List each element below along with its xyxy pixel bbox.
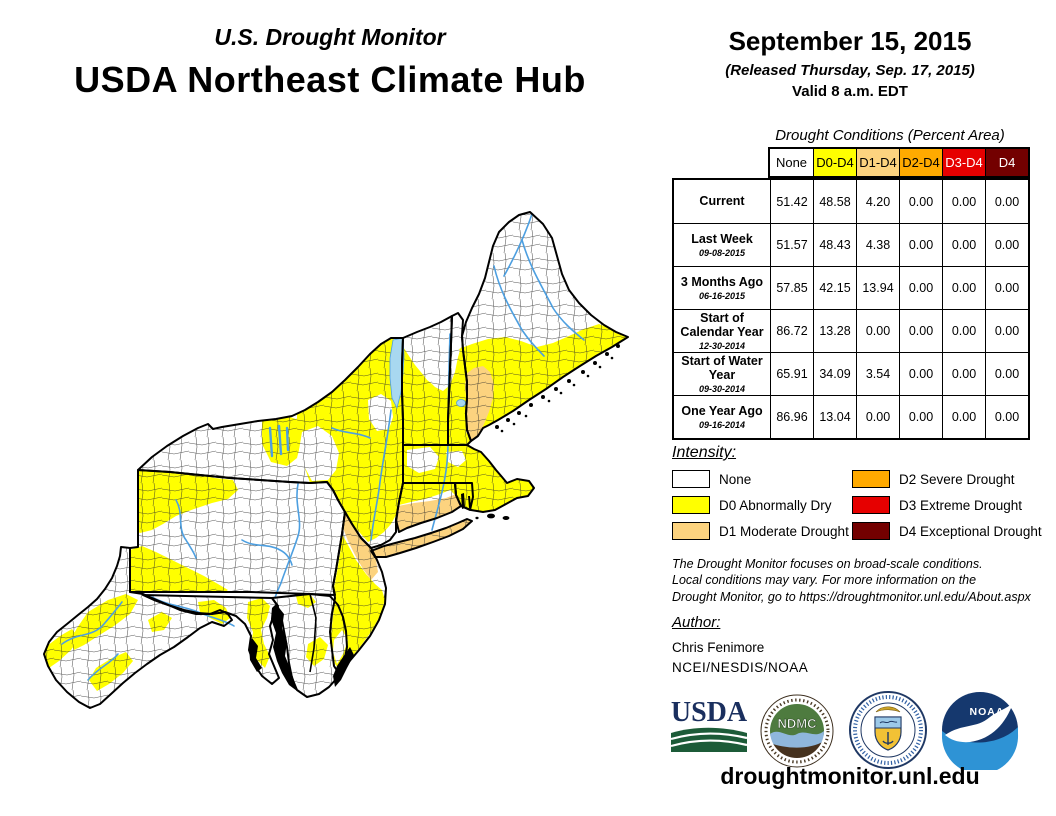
table-value: 51.42	[770, 180, 813, 223]
delaware-bay	[333, 647, 354, 687]
table-value: 48.58	[813, 180, 856, 223]
author-name: Chris Fenimore	[672, 640, 765, 655]
table-value: 0.00	[899, 352, 942, 395]
table-value: 0.00	[899, 395, 942, 438]
drought-table-header: None D0-D4 D1-D4 D2-D4 D3-D4 D4	[768, 147, 1030, 178]
row-label: One Year Ago 09-16-2014	[674, 395, 770, 438]
noaa-text: NOAA	[970, 706, 1005, 718]
table-value: 4.38	[856, 223, 899, 266]
drought-map	[43, 211, 629, 709]
delaware-border	[309, 593, 317, 673]
table-value: 65.91	[770, 352, 813, 395]
drought-table: Current 51.42 48.58 4.20 0.00 0.00 0.00 …	[672, 178, 1030, 440]
page-title: USDA Northeast Climate Hub	[74, 59, 586, 100]
table-value: 48.43	[813, 223, 856, 266]
row-label: Start of Calendar Year 12-30-2014	[674, 309, 770, 352]
col-header-d3d4: D3-D4	[942, 149, 985, 176]
none-swatch	[672, 470, 710, 488]
table-value: 0.00	[942, 266, 985, 309]
table-value: 13.94	[856, 266, 899, 309]
col-header-d1d4: D1-D4	[856, 149, 899, 176]
map-date: September 15, 2015	[728, 26, 972, 56]
table-value: 13.04	[813, 395, 856, 438]
disclaimer-text: The Drought Monitor focuses on broad-sca…	[672, 556, 1044, 605]
d4-swatch	[852, 522, 890, 540]
date-block: September 15, 2015 (Released Thursday, S…	[672, 26, 1028, 100]
d3-swatch	[852, 496, 890, 514]
ndmc-logo: NDMC	[760, 694, 834, 773]
col-header-d4: D4	[985, 149, 1028, 176]
lake-winnipesaukee	[456, 399, 466, 407]
legend-item-none: None	[672, 469, 751, 489]
col-header-none: None	[770, 149, 813, 176]
table-value: 0.00	[985, 223, 1028, 266]
about-url: Drought Monitor, go to https://droughtmo…	[672, 589, 1031, 604]
table-value: 0.00	[942, 395, 985, 438]
legend-item-d2: D2 Severe Drought	[852, 469, 1015, 489]
table-value: 0.00	[856, 309, 899, 352]
usda-logo: USDA	[670, 698, 748, 753]
table-title: Drought Conditions (Percent Area)	[775, 127, 1005, 144]
table-value: 0.00	[856, 395, 899, 438]
coast-details	[249, 344, 620, 691]
block-island	[475, 516, 479, 520]
legend-item-d0: D0 Abnormally Dry	[672, 495, 832, 515]
narragansett-bay	[461, 493, 465, 509]
usda-field-icon	[670, 727, 748, 753]
table-value: 13.28	[813, 309, 856, 352]
table-value: 0.00	[899, 309, 942, 352]
table-value: 34.09	[813, 352, 856, 395]
legend-item-d3: D3 Extreme Drought	[852, 495, 1022, 515]
d0-swatch	[672, 496, 710, 514]
title-block: U.S. Drought Monitor USDA Northeast Clim…	[0, 24, 660, 101]
table-value: 0.00	[899, 266, 942, 309]
valid-time: Valid 8 a.m. EDT	[792, 83, 908, 100]
nantucket	[502, 516, 510, 520]
table-value: 86.96	[770, 395, 813, 438]
col-header-d2d4: D2-D4	[899, 149, 942, 176]
table-value: 0.00	[985, 266, 1028, 309]
table-value: 86.72	[770, 309, 813, 352]
table-value: 0.00	[985, 395, 1028, 438]
d1-swatch	[672, 522, 710, 540]
table-value: 0.00	[985, 309, 1028, 352]
table-value: 0.00	[942, 352, 985, 395]
row-label: Current	[699, 194, 745, 209]
table-value: 4.20	[856, 180, 899, 223]
table-value: 0.00	[985, 180, 1028, 223]
table-value: 0.00	[985, 352, 1028, 395]
table-value: 0.00	[899, 223, 942, 266]
ndmc-text: NDMC	[778, 716, 818, 731]
county-lines	[44, 212, 628, 708]
legend-item-d4: D4 Exceptional Drought	[852, 521, 1042, 541]
d2-swatch	[852, 470, 890, 488]
table-value: 3.54	[856, 352, 899, 395]
site-url: droughtmonitor.unl.edu	[720, 763, 980, 789]
author-organization: NCEI/NESDIS/NOAA	[672, 660, 809, 675]
author-heading: Author:	[672, 614, 721, 631]
table-value: 0.00	[942, 223, 985, 266]
table-value: 42.15	[813, 266, 856, 309]
rivers	[61, 213, 585, 681]
state-borders	[43, 211, 629, 709]
release-date: (Released Thursday, Sep. 17, 2015)	[725, 62, 975, 79]
report-supertitle: U.S. Drought Monitor	[214, 24, 446, 50]
chesapeake-bay	[271, 604, 297, 691]
row-label: Start of Water Year 09-30-2014	[674, 352, 770, 395]
legend-title: Intensity:	[672, 444, 737, 461]
table-value: 0.00	[942, 309, 985, 352]
table-value: 51.57	[770, 223, 813, 266]
col-header-d0d4: D0-D4	[813, 149, 856, 176]
table-value: 0.00	[942, 180, 985, 223]
marthas-vineyard	[487, 513, 495, 519]
noaa-logo: NOAA	[940, 690, 1020, 775]
legend-item-d1: D1 Moderate Drought	[672, 521, 849, 541]
table-value: 57.85	[770, 266, 813, 309]
row-label: Last Week 09-08-2015	[674, 223, 770, 266]
table-value: 0.00	[899, 180, 942, 223]
row-label: 3 Months Ago 06-16-2015	[674, 266, 770, 309]
commerce-seal	[848, 690, 928, 775]
